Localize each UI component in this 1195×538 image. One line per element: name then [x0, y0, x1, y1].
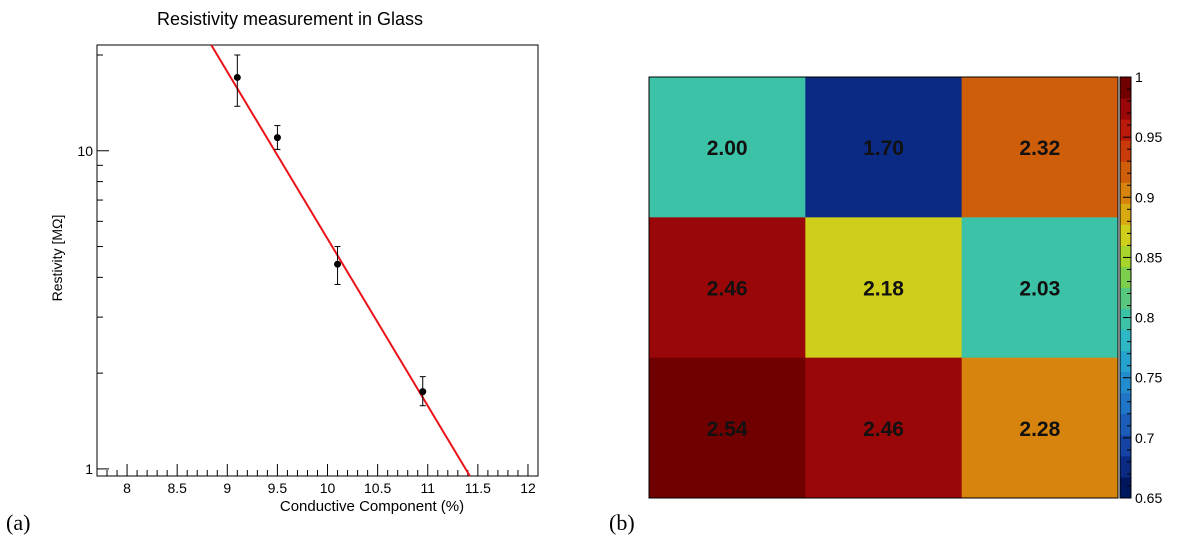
heatmap-cell-label: 2.28 — [1019, 418, 1060, 441]
heatmap-cell-label: 2.00 — [707, 137, 748, 160]
panel-label-b: (b) — [609, 510, 635, 535]
colorbar-segment — [1120, 161, 1131, 183]
colorbar-tick-label: 0.9 — [1135, 189, 1155, 205]
y-axis-ticks — [97, 54, 109, 470]
data-point — [419, 388, 427, 396]
colorbar-segment — [1120, 392, 1131, 415]
fit-line — [210, 44, 471, 477]
colorbar-segment — [1120, 119, 1131, 141]
heatmap-cell — [649, 217, 806, 359]
x-axis-ticks — [96, 464, 539, 476]
colorbar-tick-labels: 1 0.95 0.9 0.85 0.8 0.75 0.7 0.65 — [1135, 69, 1162, 506]
data-point — [273, 134, 281, 142]
x-tick-label: 8.5 — [167, 480, 187, 496]
x-axis-label: Conductive Component (%) — [280, 498, 464, 515]
heatmap-cell-label: 2.32 — [1019, 137, 1060, 160]
heatmap-cell — [805, 217, 963, 359]
data-point — [334, 260, 342, 268]
heatmap-cell — [805, 357, 963, 499]
panel-label-a: (a) — [6, 510, 30, 535]
colorbar-segment — [1120, 455, 1131, 478]
heatmap-cell-label: 2.54 — [707, 418, 748, 441]
colorbar-segment — [1120, 77, 1131, 99]
colorbar-tick-label: 1 — [1135, 69, 1143, 85]
colorbar-segment — [1120, 434, 1131, 457]
x-tick-label: 10.5 — [364, 480, 391, 496]
heatmap-cell — [961, 357, 1119, 499]
colorbar-segment — [1120, 266, 1131, 288]
colorbar-segment — [1120, 413, 1131, 436]
colorbar-segment — [1120, 287, 1131, 310]
heatmap-frame — [648, 76, 1119, 499]
x-tick-labels: 8 8.5 9 9.5 10 10.5 11 11.5 12 — [123, 480, 536, 496]
y-tick-labels: 1 10 — [77, 143, 93, 477]
colorbar-tick-label: 0.65 — [1135, 490, 1162, 506]
heatmap-cell-label: 2.46 — [863, 418, 904, 441]
x-tick-label: 11 — [420, 480, 435, 496]
colorbar-segment — [1120, 182, 1131, 204]
panel-a-plot: Resistivity measurement in Glass 8 8.5 9 9.… — [6, 9, 539, 535]
heatmap-cell-label: 2.18 — [863, 278, 904, 301]
panel-b-heatmap: 2.00 1.70 2.32 2.46 2.18 2.03 2.54 2.46 2.28 1 0.… — [609, 69, 1162, 535]
colorbar-segment — [1120, 140, 1131, 162]
colorbar-segment — [1120, 476, 1131, 499]
heatmap-cell — [805, 77, 963, 218]
heatmap-cell-label: 1.70 — [863, 137, 904, 160]
data-points — [233, 54, 427, 407]
heatmap-cell — [649, 77, 806, 218]
colorbar-segment — [1120, 308, 1131, 331]
colorbar-tick-label: 0.7 — [1135, 430, 1155, 446]
colorbar-tick-label: 0.95 — [1135, 129, 1162, 145]
heatmap-cell — [961, 217, 1119, 359]
x-tick-label: 9.5 — [268, 480, 288, 496]
heatmap-cell — [961, 77, 1119, 218]
colorbar-segment — [1120, 224, 1131, 246]
colorbar-tick-label: 0.75 — [1135, 370, 1162, 386]
heatmap-cell-label: 2.46 — [707, 278, 748, 301]
colorbar-segment — [1120, 245, 1131, 267]
heatmap-cells — [649, 77, 1119, 499]
plot-frame — [96, 44, 539, 477]
colorbar-segment — [1120, 371, 1131, 394]
x-tick-label: 11.5 — [465, 480, 491, 496]
y-tick-label: 1 — [85, 461, 93, 477]
colorbar-ticks — [1123, 76, 1131, 499]
heatmap-cell-label: 2.03 — [1019, 278, 1060, 301]
colorbar-segment — [1120, 98, 1131, 120]
colorbar-segment — [1120, 350, 1131, 373]
colorbar-tick-label: 0.8 — [1135, 310, 1155, 326]
y-axis-label: Restivity [MΩ] — [49, 215, 65, 302]
colorbar — [1119, 76, 1132, 499]
colorbar-tick-label: 0.85 — [1135, 249, 1162, 265]
colorbar-segment — [1120, 329, 1131, 352]
data-point — [233, 73, 241, 81]
chart-title: Resistivity measurement in Glass — [157, 9, 423, 29]
heatmap-cell — [649, 357, 806, 499]
fit-line-group — [210, 44, 471, 477]
colorbar-segment — [1120, 203, 1131, 225]
x-tick-label: 9 — [223, 480, 231, 496]
x-tick-label: 12 — [520, 480, 536, 496]
y-tick-label: 10 — [77, 143, 93, 159]
x-tick-label: 8 — [123, 480, 131, 496]
heatmap-cell-labels: 2.00 1.70 2.32 2.46 2.18 2.03 2.54 2.46 2.28 — [707, 137, 1061, 441]
x-tick-label: 10 — [320, 480, 336, 496]
